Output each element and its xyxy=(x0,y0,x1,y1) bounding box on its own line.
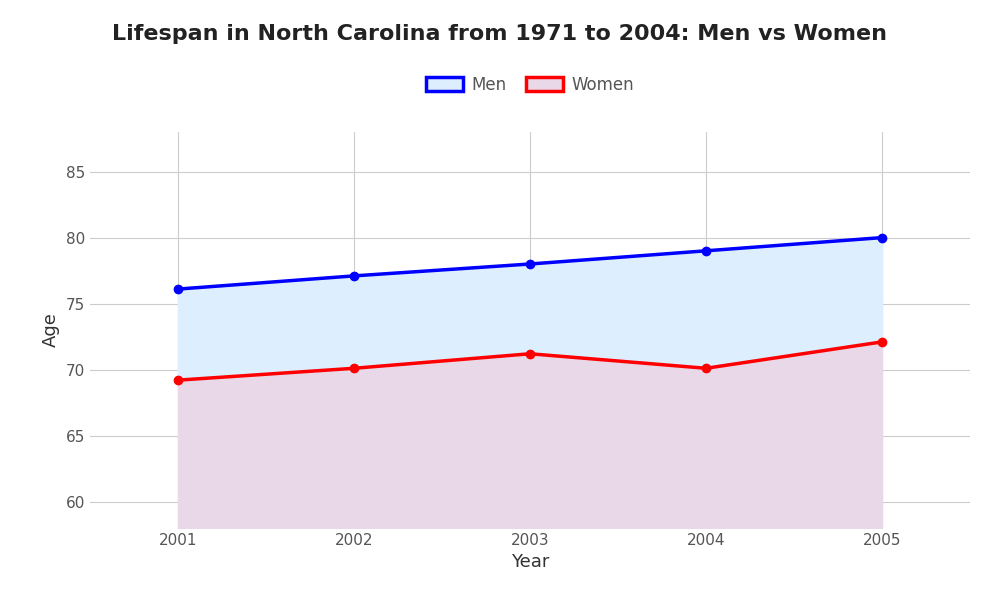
Y-axis label: Age: Age xyxy=(42,313,60,347)
Legend: Men, Women: Men, Women xyxy=(419,69,641,100)
Text: Lifespan in North Carolina from 1971 to 2004: Men vs Women: Lifespan in North Carolina from 1971 to … xyxy=(112,24,888,44)
X-axis label: Year: Year xyxy=(511,553,549,571)
